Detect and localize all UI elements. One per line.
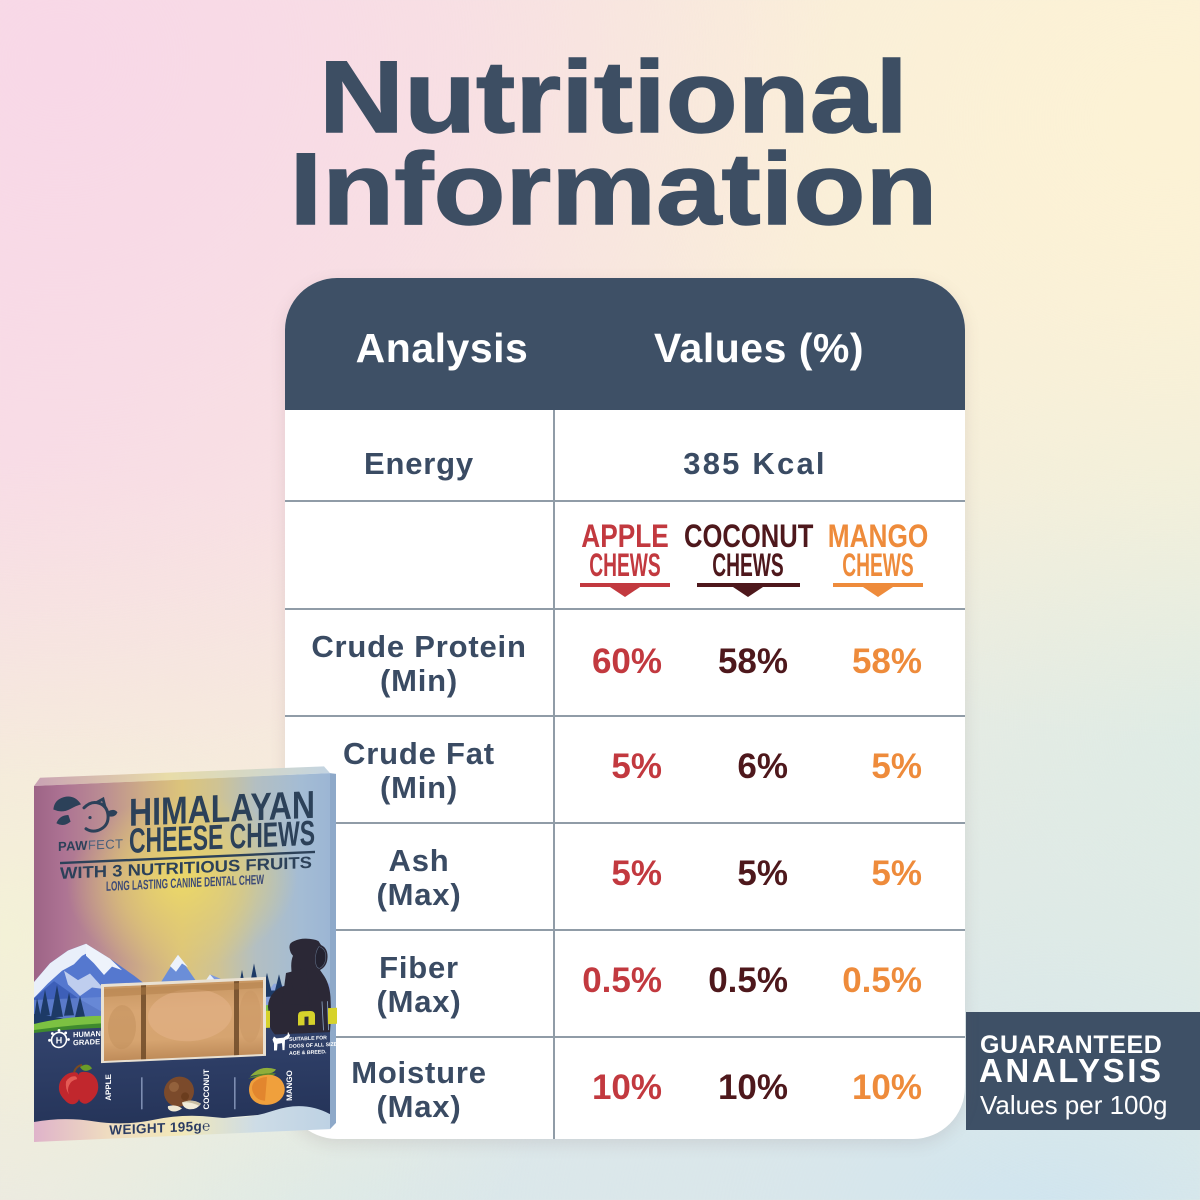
svg-text:AGE & BREED.: AGE & BREED. (289, 1049, 327, 1057)
svg-text:SUITABLE FOR: SUITABLE FOR (289, 1035, 327, 1043)
svg-text:H: H (56, 1035, 62, 1045)
svg-text:GRADE: GRADE (73, 1037, 100, 1047)
svg-text:LONG LASTING CANINE DENTAL CHE: LONG LASTING CANINE DENTAL CHEW (106, 872, 264, 894)
svg-text:COCONUT: COCONUT (202, 1069, 211, 1110)
svg-text:APPLE: APPLE (104, 1073, 113, 1101)
svg-text:MANGO: MANGO (285, 1070, 294, 1101)
svg-text:PAWFECT: PAWFECT (58, 836, 123, 854)
svg-text:WEIGHT 195g℮: WEIGHT 195g℮ (109, 1118, 210, 1137)
svg-text:HUMAN: HUMAN (73, 1029, 101, 1039)
svg-text:DOGS OF ALL SIZE,: DOGS OF ALL SIZE, (289, 1042, 339, 1050)
svg-text:HIMALAYAN: HIMALAYAN (129, 784, 315, 835)
